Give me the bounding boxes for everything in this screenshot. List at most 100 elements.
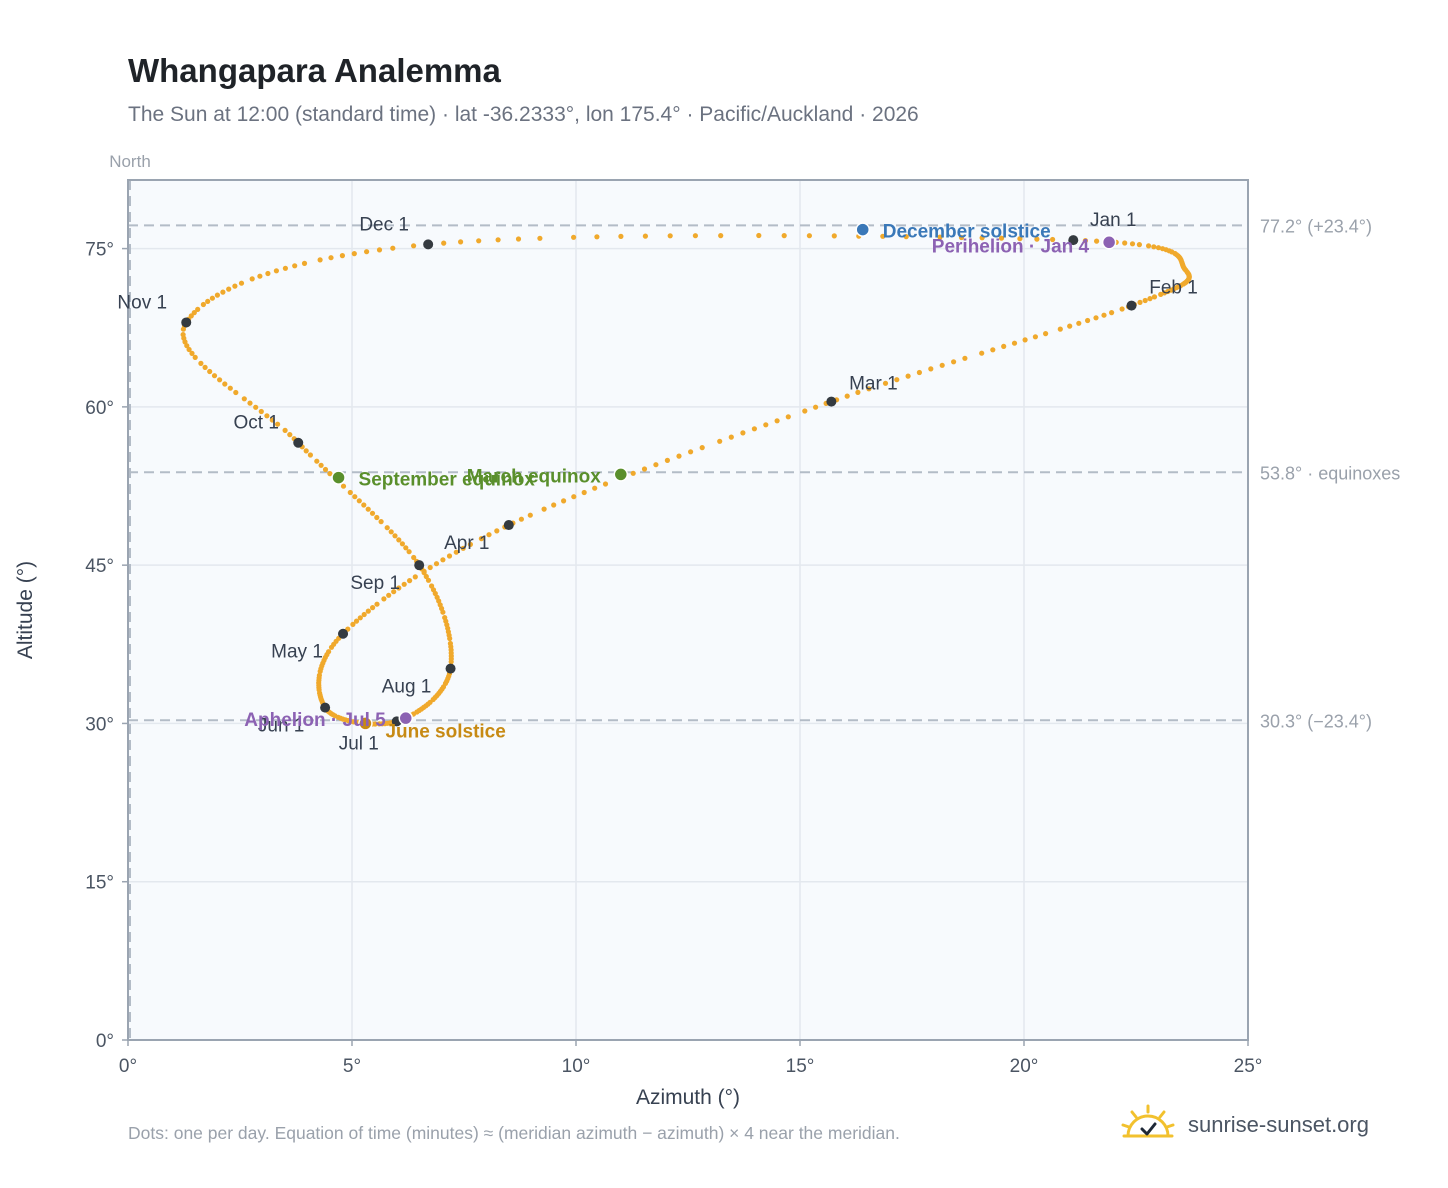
x-tick-label: 20°: [1010, 1056, 1039, 1077]
month-marker: [423, 239, 434, 250]
daily-sun-dot: [602, 481, 609, 487]
plot-frame: [127, 179, 1249, 1041]
daily-sun-dot: [427, 564, 433, 571]
y-tick-label: 45°: [85, 556, 114, 577]
daily-sun-dot: [361, 502, 367, 508]
x-tick-label: 15°: [786, 1056, 815, 1077]
month-markers: Jan 1 Feb 1 Mar 1 Apr 1 May 1 Jun 1 Jul 1 Aug 1…: [117, 210, 1197, 754]
daily-sun-dot: [407, 578, 413, 584]
footnote: Dots: one per day. Equation of time (min…: [128, 1123, 900, 1143]
daily-sun-dot: [653, 462, 659, 468]
daily-sun-dot: [688, 449, 694, 455]
daily-sun-dot: [195, 306, 201, 312]
daily-sun-dot: [365, 506, 371, 512]
daily-sun-dot: [241, 396, 247, 402]
daily-sun-dot: [217, 377, 223, 383]
daily-sun-dot: [802, 408, 808, 414]
daily-sun-dot: [391, 589, 397, 595]
daily-sun-dot: [364, 249, 370, 255]
daily-sun-dot: [1147, 296, 1153, 302]
daily-sun-dot: [728, 434, 734, 440]
event-label: Aphelion · Jul 5: [244, 710, 386, 731]
daily-sun-dot: [1146, 243, 1152, 249]
brand[interactable]: sunrise-sunset.org: [1120, 1102, 1369, 1148]
x-tick-label: 25°: [1234, 1056, 1263, 1077]
daily-sun-dot: [979, 350, 985, 356]
month-marker: [445, 663, 456, 674]
daily-sun-dot: [1094, 238, 1100, 244]
month-label: Jun 1: [258, 716, 304, 737]
daily-sun-dot: [1122, 240, 1128, 246]
daily-sun-dot: [386, 592, 392, 598]
brand-name: sunrise-sunset.org: [1188, 1112, 1369, 1137]
daily-sun-dot: [541, 506, 547, 512]
meridian-label: North: [109, 152, 151, 171]
month-marker: [1068, 235, 1079, 246]
month-label: Sep 1: [350, 573, 400, 594]
daily-sun-dot: [209, 295, 215, 301]
daily-sun-dot: [189, 350, 195, 356]
daily-sun-dot: [180, 332, 186, 338]
daily-sun-dot: [226, 286, 232, 292]
month-label: Jul 1: [339, 733, 379, 754]
event-marker: [855, 222, 870, 237]
daily-sun-dot: [979, 235, 985, 241]
daily-sun-dot: [831, 233, 837, 239]
y-tick-label: 30°: [85, 714, 114, 735]
daily-sun-dot: [399, 541, 405, 547]
daily-sun-dot: [447, 640, 453, 647]
daily-sun-dot: [527, 512, 533, 518]
daily-sun-dot: [220, 289, 226, 295]
daily-sun-dot: [880, 233, 886, 239]
month-marker: [293, 437, 304, 448]
daily-sun-dot: [188, 313, 194, 319]
y-tick-label: 60°: [85, 398, 114, 419]
daily-sun-dot: [1129, 241, 1136, 247]
daily-sun-dot: [882, 380, 889, 386]
month-label: Nov 1: [117, 292, 167, 313]
daily-sun-dot: [307, 452, 313, 458]
daily-sun-dot: [374, 601, 380, 607]
daily-sun-dot: [1050, 236, 1056, 243]
daily-sun-dot: [303, 448, 309, 454]
daily-sun-dot: [1119, 306, 1125, 312]
daily-sun-dot: [396, 585, 402, 591]
daily-sun-dot: [292, 263, 298, 269]
daily-sun-dot: [571, 234, 577, 240]
daily-sun-dot: [423, 573, 429, 580]
daily-sun-dot: [958, 234, 965, 241]
daily-sun-dot: [390, 245, 396, 251]
y-axis-title: Altitude (°): [14, 561, 37, 659]
daily-sun-dot: [1151, 244, 1157, 250]
daily-sun-dot: [781, 233, 787, 239]
daily-sun-dot: [667, 233, 673, 239]
event-marker: [358, 716, 373, 731]
daily-sun-dot: [369, 510, 376, 516]
x-tick-label: 5°: [343, 1056, 361, 1077]
daily-sun-dot: [990, 347, 996, 353]
daily-sun-dot: [327, 471, 333, 477]
month-label: Jan 1: [1090, 210, 1136, 231]
month-marker: [320, 702, 331, 713]
daily-sun-dot: [592, 485, 598, 491]
daily-sun-dot: [676, 453, 682, 459]
daily-sun-dot: [440, 557, 446, 563]
daily-sun-dot: [905, 373, 911, 379]
daily-sun-dot: [401, 581, 407, 587]
daily-sun-dot: [350, 621, 356, 628]
daily-sun-dot: [282, 265, 288, 271]
daily-sun-dot: [939, 362, 945, 368]
daily-sun-dot: [571, 494, 577, 500]
daily-sun-dot: [476, 238, 482, 244]
daily-sun-dot: [518, 516, 525, 522]
event-label: March equinox: [467, 466, 602, 487]
daily-sun-dot: [774, 418, 780, 424]
daily-sun-dot: [515, 236, 522, 242]
daily-sun-dot: [301, 260, 308, 266]
daily-sun-dot: [594, 234, 600, 240]
month-marker: [826, 396, 837, 407]
daily-sun-dot: [429, 583, 435, 589]
daily-sun-dot: [198, 360, 204, 366]
chart-subtitle: The Sun at 12:00 (standard time) · lat -…: [128, 103, 919, 126]
